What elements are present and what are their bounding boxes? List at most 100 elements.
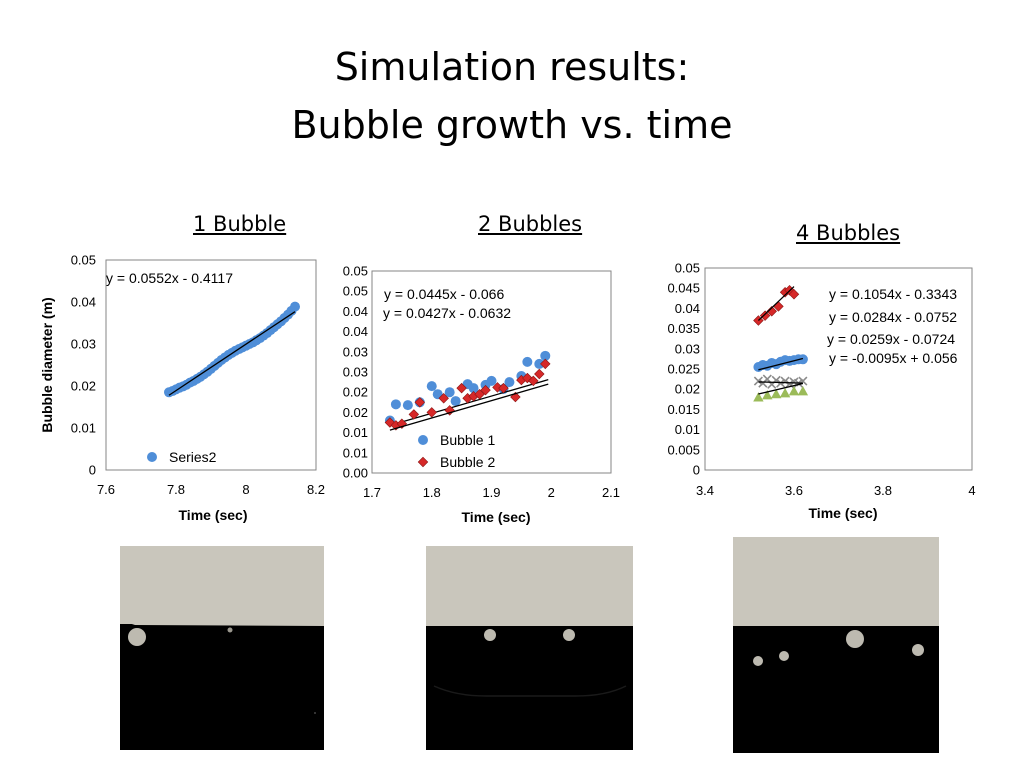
chart1-plot-area: [105, 259, 317, 471]
chart3-x-axis-label: Time (sec): [809, 505, 878, 521]
chart3-trendline-equation: y = 0.0259x - 0.0724: [827, 331, 955, 347]
chart1-x-tick-label: 8.2: [307, 482, 325, 497]
chart2-series2-point: [540, 358, 551, 370]
simulation-image-4-bubbles: [733, 537, 939, 753]
chart2-y-tick-label: 0.02: [343, 385, 368, 400]
chart1-y-tick-label: 0.01: [71, 421, 96, 436]
chart3-x-tick-label: 3.8: [874, 483, 892, 498]
chart2-series1-point: [504, 377, 515, 388]
chart3-y-tick-label: 0.005: [667, 442, 700, 457]
chart3-y-tick-label: 0.015: [667, 402, 700, 417]
chart3-x-tick-label: 3.6: [785, 483, 803, 498]
chart1-x-tick-label: 8: [242, 482, 249, 497]
chart2-series2-point: [444, 405, 455, 416]
chart1-y-tick-label: 0.03: [71, 337, 96, 352]
chart3-plot-area: [704, 267, 973, 471]
chart3-y-tick-label: 0.05: [675, 261, 700, 276]
subtitle-4-bubbles: 4 Bubbles: [796, 221, 901, 245]
chart3-x-tick-label: 3.4: [696, 483, 714, 498]
simulation-image-2-bubbles: [426, 546, 633, 750]
chart2-legend-marker: [418, 435, 428, 445]
chart2-series2-point: [480, 384, 491, 396]
chart1-x-tick-label: 7.8: [167, 482, 185, 497]
chart1-y-tick-label: 0.04: [71, 295, 96, 310]
chart2-y-tick-label: 0.00: [343, 466, 368, 481]
chart2-series1-point: [402, 400, 413, 411]
chart3-trendline-equation: y = -0.0095x + 0.056: [829, 350, 958, 366]
chart1-x-axis-label: Time (sec): [179, 507, 248, 523]
chart2-series2-point: [534, 368, 545, 380]
chart2-x-tick-label: 2.1: [602, 485, 620, 500]
chart2-y-tick-label: 0.04: [343, 324, 368, 339]
chart2-y-tick-label: 0.02: [343, 405, 368, 420]
subtitle-2-bubbles: 2 Bubbles: [478, 212, 583, 236]
slide-title-line1: Simulation results:: [334, 45, 690, 89]
chart1-y-tick-label: 0.05: [71, 253, 96, 268]
chart3-y-tick-label: 0.02: [675, 382, 700, 397]
chart2-series2-point: [498, 382, 509, 394]
chart2-series2-trendline: [389, 383, 549, 431]
chart2-series1-trendline: [389, 379, 549, 426]
chart3-trendline-equation: y = 0.0284x - 0.0752: [829, 309, 957, 325]
chart1-y-tick-label: 0.02: [71, 379, 96, 394]
chart2-y-tick-label: 0.03: [343, 344, 368, 359]
chart3-series4-point: [762, 390, 773, 400]
chart3-y-tick-label: 0.045: [667, 281, 700, 296]
chart2-series1-point: [534, 358, 545, 369]
chart2-plot-area: [371, 270, 612, 474]
chart2-x-tick-label: 1.8: [423, 485, 441, 500]
chart2-y-tick-label: 0.01: [343, 425, 368, 440]
chart2-series2-point: [384, 417, 396, 428]
chart2-series1-point: [444, 387, 455, 398]
chart2-y-tick-label: 0.05: [343, 264, 368, 279]
chart3-series3-point: [780, 376, 790, 386]
chart3-series2-point: [797, 354, 808, 365]
chart3-series1-trendline: [757, 286, 795, 321]
chart3-series1-point: [766, 306, 777, 317]
chart1-x-tick-label: 7.6: [97, 482, 115, 497]
chart2-series1-point: [468, 383, 479, 394]
chart1-y-tick-label: 0: [89, 463, 96, 478]
chart1-series1-trendline: [168, 311, 296, 396]
chart2-y-tick-label: 0.03: [343, 365, 368, 380]
chart2-series2-point: [426, 407, 437, 418]
chart2-x-tick-label: 1.9: [482, 485, 500, 500]
chart2-series1-point: [522, 356, 533, 367]
chart2-x-axis-label: Time (sec): [462, 509, 531, 525]
chart2-y-tick-label: 0.04: [343, 304, 368, 319]
chart2-trendline-equation: y = 0.0427x - 0.0632: [383, 305, 511, 321]
chart3-series4-trendline: [758, 382, 804, 395]
chart3-y-tick-label: 0.025: [667, 362, 700, 377]
chart2-legend-marker: [417, 456, 429, 468]
chart3-trendline-equation: y = 0.1054x - 0.3343: [829, 286, 957, 302]
chart1-series1-point: [290, 301, 300, 312]
chart3-series3-point: [753, 376, 763, 386]
chart2-y-tick-label: 0.01: [343, 445, 368, 460]
chart1-trendline-equation: y = 0.0552x - 0.4117: [106, 270, 233, 286]
chart3-series3-trendline: [758, 381, 803, 384]
chart2-legend-label: Bubble 2: [440, 454, 495, 470]
simulation-image-1-bubble: [120, 546, 324, 750]
chart2-series2-point: [438, 393, 449, 404]
chart2-x-tick-label: 1.7: [363, 485, 381, 500]
chart2-series2-point: [456, 382, 467, 394]
chart2-trendline-equation: y = 0.0445x - 0.066: [384, 286, 504, 302]
chart2-series2-point: [510, 391, 521, 403]
slide-title-line2: Bubble growth vs. time: [291, 103, 733, 147]
chart2-series2-point: [414, 397, 426, 408]
chart3-series4-point: [797, 386, 809, 396]
chart3-y-tick-label: 0.01: [675, 422, 700, 437]
chart3-series4-point: [771, 388, 782, 399]
chart2-y-tick-label: 0.05: [343, 284, 368, 299]
chart2-series1-point: [390, 399, 401, 410]
chart3-series4-point: [753, 392, 764, 402]
chart1-legend-marker: [147, 452, 157, 462]
chart3-series1-point: [759, 310, 771, 321]
chart2-series1-point: [450, 396, 461, 407]
chart3-y-tick-label: 0.04: [675, 301, 700, 316]
chart3-series4-point: [779, 388, 791, 398]
chart2-series1-point: [486, 375, 497, 386]
chart1-y-axis-label: Bubble diameter (m): [39, 297, 55, 432]
chart3-series2-trendline: [758, 357, 804, 371]
chart2-series1-point: [540, 350, 551, 361]
